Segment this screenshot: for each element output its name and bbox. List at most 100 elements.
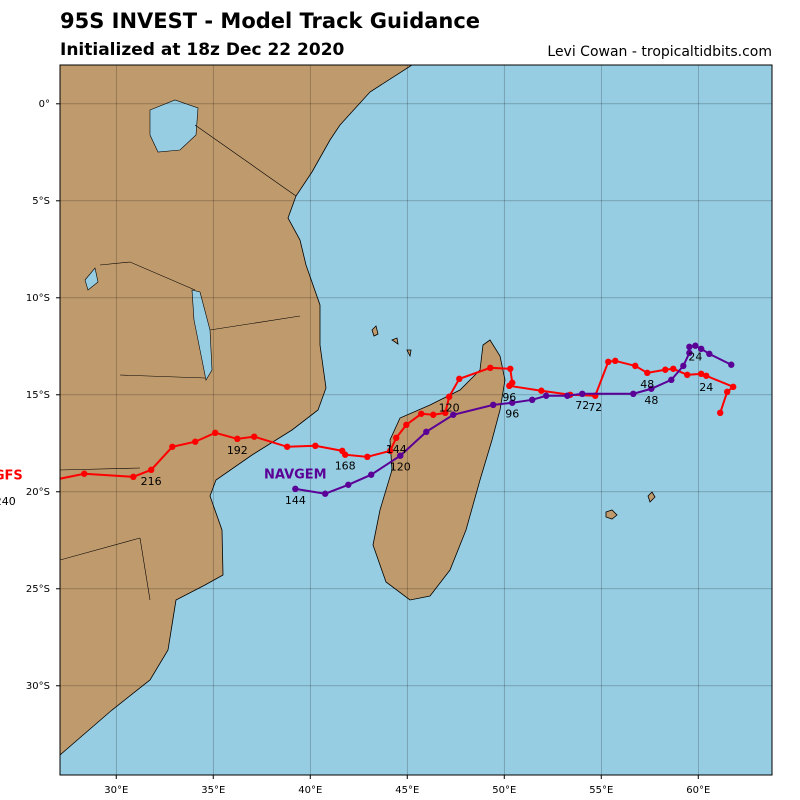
track-point — [386, 447, 394, 455]
africa — [60, 65, 413, 756]
track-point — [345, 481, 352, 488]
hour-label: 192 — [227, 444, 248, 457]
hour-label: 216 — [141, 475, 162, 488]
y-tick-label: 15°S — [26, 390, 50, 401]
y-tick-label: 5°S — [32, 196, 50, 207]
track-point — [192, 438, 199, 445]
track-point — [403, 421, 410, 429]
track-point — [147, 466, 155, 474]
track-point — [283, 443, 291, 450]
track-point — [605, 358, 612, 366]
track-point — [397, 452, 404, 459]
subtitle: Initialized at 18z Dec 22 2020 — [60, 40, 345, 60]
track-point — [81, 470, 88, 477]
track-point — [538, 387, 545, 394]
hour-label: 144 — [285, 494, 306, 507]
track-point — [697, 370, 705, 378]
track-point — [487, 364, 494, 372]
comoros — [371, 325, 412, 358]
hour-label: 72 — [588, 401, 602, 414]
track-point — [668, 376, 675, 384]
track-point — [728, 361, 735, 368]
track-point — [212, 429, 219, 437]
track-point — [717, 409, 724, 417]
track-point — [339, 447, 346, 455]
hour-label: 168 — [335, 460, 356, 473]
hour-label: 48 — [640, 378, 654, 391]
x-tick-label: 60°E — [686, 785, 710, 796]
mauritius — [647, 491, 656, 503]
hour-label: 96 — [502, 391, 516, 404]
y-tick-label: 0° — [39, 99, 50, 110]
track-point — [686, 349, 693, 357]
track-point — [430, 411, 437, 418]
track-point — [684, 371, 691, 379]
track-point — [706, 350, 713, 358]
borders — [60, 124, 301, 601]
track-point — [529, 396, 536, 404]
track-point — [632, 362, 639, 370]
title: 95S INVEST - Model Track Guidance — [60, 9, 480, 33]
track-point — [312, 442, 319, 450]
hour-label: 48 — [644, 394, 658, 407]
track-point — [367, 471, 375, 478]
hour-label: 24 — [688, 351, 702, 364]
hour-label: 72 — [575, 399, 589, 412]
y-tick-label: 10°S — [26, 293, 50, 304]
x-tick-label: 55°E — [589, 785, 613, 796]
track-point — [729, 383, 737, 391]
y-tick-label: 30°S — [26, 681, 50, 692]
track-point — [670, 365, 677, 372]
track-point — [456, 375, 463, 383]
hour-label: 120 — [390, 461, 411, 474]
hour-label: 96 — [505, 408, 519, 421]
lake-tanganyika — [84, 267, 99, 291]
track-point — [648, 385, 655, 392]
track-point — [393, 434, 400, 442]
credit: Levi Cowan - tropicaltidbits.com — [547, 44, 772, 60]
hour-label: 24 — [699, 381, 713, 394]
track-point — [630, 390, 637, 398]
track-point — [579, 390, 586, 398]
map-frame — [59, 64, 773, 776]
reunion — [605, 509, 618, 520]
lake-malawi — [191, 289, 213, 381]
track-point — [662, 366, 669, 373]
track-point — [644, 369, 651, 377]
track-point — [423, 428, 430, 436]
track-point — [169, 443, 176, 450]
track-point — [723, 388, 731, 396]
track-point — [450, 411, 457, 418]
track-point — [418, 410, 425, 417]
track-point — [490, 401, 497, 409]
track-point — [234, 435, 241, 443]
hour-label: 144 — [386, 443, 407, 456]
track-point — [442, 409, 449, 417]
track-point — [2, 487, 8, 493]
track-point — [686, 343, 693, 351]
track-point — [250, 433, 258, 440]
track-point — [130, 473, 137, 481]
track-point — [507, 365, 514, 372]
x-tick-label: 30°E — [104, 785, 128, 796]
track-point — [364, 453, 371, 461]
overlay — [2, 65, 772, 775]
track-point — [680, 362, 687, 370]
track-point — [542, 392, 550, 399]
x-tick-label: 45°E — [395, 785, 419, 796]
model-name: NAVGEM — [264, 467, 327, 482]
track-point — [612, 357, 619, 365]
map-area — [60, 65, 772, 775]
hour-label: 120 — [439, 402, 460, 415]
y-tick-label: 20°S — [26, 487, 50, 498]
x-tick-label: 40°E — [298, 785, 322, 796]
track-point — [692, 342, 699, 349]
hour-label: 240 — [0, 495, 16, 508]
lake-victoria — [149, 99, 199, 153]
track-point — [322, 490, 329, 497]
track-point — [703, 372, 710, 379]
track-point — [292, 485, 299, 493]
y-tick-label: 25°S — [26, 584, 50, 595]
